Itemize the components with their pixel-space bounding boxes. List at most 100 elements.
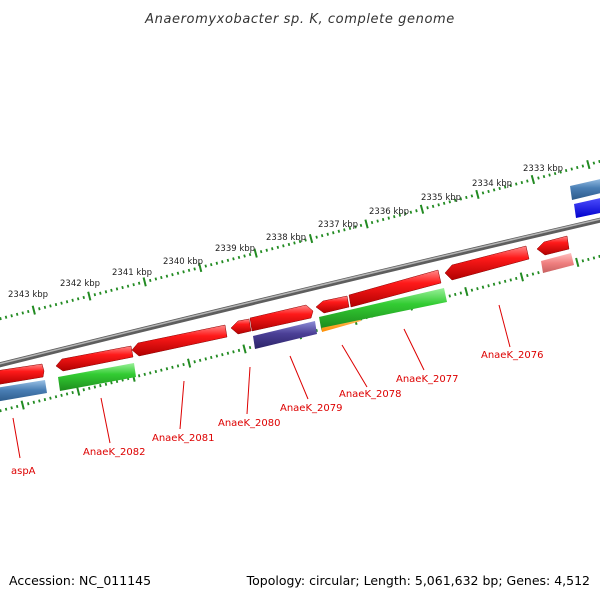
outer-scale-minor-tick bbox=[132, 283, 135, 287]
kbp-label-2336: 2336 kbp bbox=[369, 207, 409, 217]
outer-scale-minor-tick bbox=[27, 309, 30, 314]
cds-AnaeK_2078[interactable] bbox=[315, 295, 350, 314]
inner-scale-minor-tick bbox=[149, 371, 152, 375]
outer-scale-minor-tick bbox=[564, 168, 568, 173]
outer-scale-minor-tick bbox=[542, 174, 546, 179]
outer-scale-minor-tick bbox=[304, 238, 307, 242]
inner-scale-minor-tick bbox=[198, 358, 202, 362]
inner-scale-minor-tick bbox=[237, 348, 241, 352]
cds-aspA[interactable] bbox=[0, 363, 45, 385]
leader-AnaeK_2081 bbox=[179, 380, 185, 430]
outer-scale-minor-tick bbox=[492, 188, 496, 192]
inner-scale-minor-tick bbox=[448, 294, 451, 298]
cds-AnaeK_2079[interactable] bbox=[249, 304, 314, 332]
outer-scale-major-tick bbox=[308, 233, 314, 244]
inner-scale-minor-tick bbox=[99, 383, 102, 388]
outer-scale-minor-tick bbox=[221, 260, 224, 264]
gene-label-AnaeK_2077[interactable]: AnaeK_2077 bbox=[396, 374, 458, 385]
gene-label-AnaeK_2078[interactable]: AnaeK_2078 bbox=[339, 389, 401, 400]
inner-scale-minor-tick bbox=[498, 281, 501, 285]
forward-strand-features bbox=[0, 235, 570, 385]
outer-scale-minor-tick bbox=[442, 201, 446, 205]
outer-scale-minor-tick bbox=[459, 197, 463, 201]
feature-right-pink[interactable] bbox=[541, 253, 574, 273]
gene-label-aspA[interactable]: aspA bbox=[11, 466, 36, 477]
inner-scale-minor-tick bbox=[226, 351, 230, 355]
inner-scale-minor-tick bbox=[537, 271, 540, 275]
outer-scale-minor-tick bbox=[38, 307, 41, 311]
gene-label-AnaeK_2081[interactable]: AnaeK_2081 bbox=[152, 433, 214, 444]
inner-scale-minor-tick bbox=[526, 273, 529, 278]
feature-AnaeK_2078[interactable] bbox=[319, 288, 447, 328]
gene-label-AnaeK_2080[interactable]: AnaeK_2080 bbox=[218, 418, 280, 429]
cds-AnaeK_2082[interactable] bbox=[55, 345, 134, 372]
outer-scale-minor-tick bbox=[448, 200, 451, 204]
inner-scale-minor-tick bbox=[54, 395, 58, 399]
outer-scale-minor-tick bbox=[76, 297, 80, 301]
inner-scale-major-tick bbox=[76, 386, 81, 396]
outer-scale-minor-tick bbox=[581, 164, 585, 168]
inner-scale-minor-tick bbox=[171, 365, 174, 369]
outer-scale-minor-tick bbox=[470, 194, 474, 198]
gene-label-AnaeK_2082[interactable]: AnaeK_2082 bbox=[83, 447, 145, 458]
cds-AnaeK_2076[interactable] bbox=[444, 245, 530, 281]
feature-AnaeK_2079[interactable] bbox=[253, 321, 317, 349]
kbp-labels: 2333 kbp 2334 kbp 2335 kbp 2336 kbp 2337… bbox=[8, 164, 563, 300]
inner-scale-minor-tick bbox=[503, 279, 507, 283]
outer-scale-minor-tick bbox=[49, 304, 52, 308]
outer-scale-minor-tick bbox=[226, 258, 230, 262]
inner-scale-minor-tick bbox=[592, 256, 596, 260]
outer-scale-minor-tick bbox=[343, 228, 346, 232]
outer-scale-minor-tick bbox=[176, 271, 180, 275]
inner-scale-minor-tick bbox=[459, 291, 463, 295]
outer-scale-minor-tick bbox=[259, 250, 263, 254]
outer-scale-major-tick bbox=[31, 305, 36, 315]
feature-right-blue[interactable] bbox=[570, 178, 600, 200]
outer-scale-minor-tick bbox=[99, 291, 102, 295]
outer-scale-minor-tick bbox=[165, 274, 169, 278]
outer-scale-minor-tick bbox=[437, 203, 440, 207]
cds-right-edge[interactable] bbox=[536, 235, 570, 256]
gene-label-AnaeK_2079[interactable]: AnaeK_2079 bbox=[280, 403, 342, 414]
outer-scale-major-tick bbox=[253, 248, 258, 258]
outer-scale-minor-tick bbox=[454, 198, 457, 202]
inner-scale-minor-tick bbox=[454, 292, 457, 297]
outer-scale-minor-tick bbox=[337, 229, 341, 233]
kbp-label-2340: 2340 kbp bbox=[163, 257, 203, 267]
outer-scale-minor-tick bbox=[137, 281, 141, 285]
outer-scale-minor-tick bbox=[187, 268, 191, 272]
inner-scale-major-tick bbox=[464, 286, 469, 297]
outer-scale-minor-tick bbox=[160, 275, 163, 280]
outer-scale-major-tick bbox=[364, 219, 369, 229]
feature-right-bright-blue[interactable] bbox=[574, 197, 600, 218]
gene-label-AnaeK_2076[interactable]: AnaeK_2076 bbox=[481, 350, 543, 361]
outer-scale-minor-tick bbox=[60, 301, 63, 305]
feature-AnaeK_2082[interactable] bbox=[58, 363, 136, 391]
outer-scale-minor-tick bbox=[576, 165, 579, 170]
inner-scale-minor-tick bbox=[204, 357, 207, 361]
outer-scale-minor-tick bbox=[509, 183, 512, 188]
kbp-label-2342: 2342 kbp bbox=[60, 279, 100, 289]
outer-scale-major-tick bbox=[142, 277, 147, 287]
outer-scale-minor-tick bbox=[149, 278, 152, 283]
label-leaders bbox=[12, 304, 511, 459]
rna-aspA[interactable] bbox=[0, 380, 47, 402]
outer-scale-minor-tick bbox=[110, 288, 113, 292]
inner-scale-minor-tick bbox=[65, 392, 69, 396]
cds-AnaeK_2080[interactable] bbox=[230, 318, 252, 335]
kbp-label-2341: 2341 kbp bbox=[112, 268, 152, 278]
outer-scale-minor-tick bbox=[381, 217, 385, 222]
outer-scale-minor-tick bbox=[193, 267, 196, 271]
leader-AnaeK_2078 bbox=[341, 344, 368, 388]
outer-scale-major-tick bbox=[87, 291, 92, 301]
inner-scale-minor-tick bbox=[137, 374, 141, 378]
cds-AnaeK_2077[interactable] bbox=[348, 269, 442, 308]
outer-scale-minor-tick bbox=[326, 232, 329, 236]
outer-scale-minor-tick bbox=[104, 290, 108, 294]
outer-scale-minor-tick bbox=[154, 277, 158, 281]
inner-scale-minor-tick bbox=[487, 284, 490, 288]
outer-scale-minor-tick bbox=[182, 270, 185, 274]
inner-scale-minor-tick bbox=[215, 354, 219, 358]
cds-AnaeK_2081[interactable] bbox=[131, 324, 228, 357]
